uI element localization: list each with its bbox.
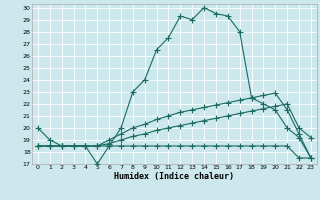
X-axis label: Humidex (Indice chaleur): Humidex (Indice chaleur) — [115, 172, 234, 181]
